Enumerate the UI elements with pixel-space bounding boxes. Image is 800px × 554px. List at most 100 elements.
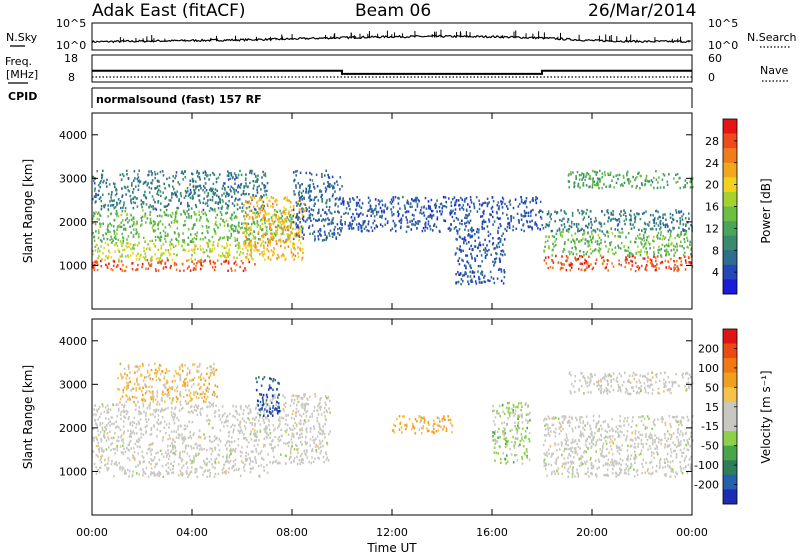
velocity-cell xyxy=(155,408,158,411)
velocity-cell xyxy=(116,449,119,452)
power-cell xyxy=(483,248,485,252)
power-cell xyxy=(336,183,339,187)
power-cell xyxy=(429,205,431,208)
velocity-cell xyxy=(271,411,274,415)
velocity-cell xyxy=(148,407,151,410)
power-cell xyxy=(629,222,632,226)
power-cell xyxy=(262,255,264,258)
velocity-cell xyxy=(291,441,293,444)
power-cell xyxy=(285,257,287,260)
power-cell xyxy=(262,240,264,243)
velocity-cell xyxy=(273,393,275,397)
power-cell xyxy=(267,250,270,253)
velocity-cell xyxy=(175,436,178,439)
power-cell xyxy=(322,208,324,211)
power-cell xyxy=(161,259,163,262)
power-cell xyxy=(279,216,281,220)
power-cell xyxy=(150,205,153,208)
power-cell xyxy=(297,229,300,232)
power-cell xyxy=(132,223,135,226)
velocity-cell xyxy=(248,418,251,421)
power-cell xyxy=(105,181,107,185)
power-cell xyxy=(267,237,269,241)
velocity-cell xyxy=(231,441,233,444)
velocity-cell xyxy=(311,456,313,459)
power-cell xyxy=(523,209,526,213)
velocity-cell xyxy=(299,428,302,431)
power-cell xyxy=(145,203,148,206)
velocity-cell xyxy=(232,465,235,468)
power-cell xyxy=(659,219,662,223)
velocity-cell xyxy=(122,452,125,456)
power-cell xyxy=(381,199,383,202)
power-cell xyxy=(250,228,252,232)
velocity-cell xyxy=(284,405,287,409)
power-cell xyxy=(453,196,456,199)
power-cell xyxy=(130,198,132,201)
power-cell xyxy=(215,224,218,227)
power-cell xyxy=(658,248,661,252)
power-cell xyxy=(322,218,325,221)
power-cell xyxy=(256,225,259,228)
velocity-cell xyxy=(166,472,169,475)
power-cell xyxy=(381,211,383,214)
power-cell xyxy=(309,216,311,220)
power-cell xyxy=(628,253,631,256)
power-cell xyxy=(685,224,687,228)
power-cell xyxy=(590,218,592,221)
power-cell xyxy=(274,225,277,229)
velocity-cell xyxy=(161,416,164,419)
power-cell xyxy=(178,198,180,201)
power-cell xyxy=(158,184,161,188)
velocity-cell xyxy=(319,427,322,431)
power-cell xyxy=(317,212,319,215)
velocity-cell xyxy=(326,441,328,445)
velocity-cell xyxy=(274,435,276,439)
power-cell xyxy=(121,194,124,197)
velocity-cell xyxy=(104,436,106,439)
velocity-cell xyxy=(199,465,202,469)
power-cell xyxy=(592,169,594,173)
power-cell xyxy=(115,242,117,245)
power-cell xyxy=(288,210,290,213)
power-cell xyxy=(565,268,568,272)
power-cell xyxy=(565,255,568,258)
power-cell xyxy=(589,174,591,178)
power-cell xyxy=(243,222,245,225)
power-cell xyxy=(503,271,506,274)
velocity-cell xyxy=(159,422,161,425)
power-cell xyxy=(618,246,620,249)
velocity-cell xyxy=(278,422,281,426)
power-cell xyxy=(450,201,453,204)
power-cell xyxy=(149,213,151,216)
velocity-cell xyxy=(105,428,108,431)
power-cell xyxy=(416,202,419,206)
power-cell xyxy=(117,238,120,242)
power-cell xyxy=(121,255,123,258)
power-cell xyxy=(555,238,558,241)
power-cell xyxy=(413,199,415,203)
power-cell xyxy=(230,185,233,188)
power-cell xyxy=(264,221,266,225)
velocity-cell xyxy=(208,418,210,422)
power-cell xyxy=(654,256,657,259)
power-cell xyxy=(464,236,466,239)
power-cell xyxy=(143,246,145,250)
power-cell xyxy=(324,186,327,189)
power-cell xyxy=(406,210,408,213)
power-cell xyxy=(159,214,161,217)
power-cell xyxy=(465,221,468,224)
power-cell xyxy=(201,232,204,235)
power-cell xyxy=(440,213,442,216)
power-cell xyxy=(684,184,686,187)
velocity-cell xyxy=(261,416,264,420)
velocity-cell xyxy=(208,422,210,426)
power-cell xyxy=(349,221,351,225)
power-cell xyxy=(436,199,438,202)
power-cell xyxy=(133,220,135,224)
power-cell xyxy=(605,185,608,188)
cbar-tick-label: 24 xyxy=(705,157,719,170)
power-cell xyxy=(106,238,109,241)
power-cell xyxy=(458,207,461,211)
power-cell xyxy=(572,252,574,256)
